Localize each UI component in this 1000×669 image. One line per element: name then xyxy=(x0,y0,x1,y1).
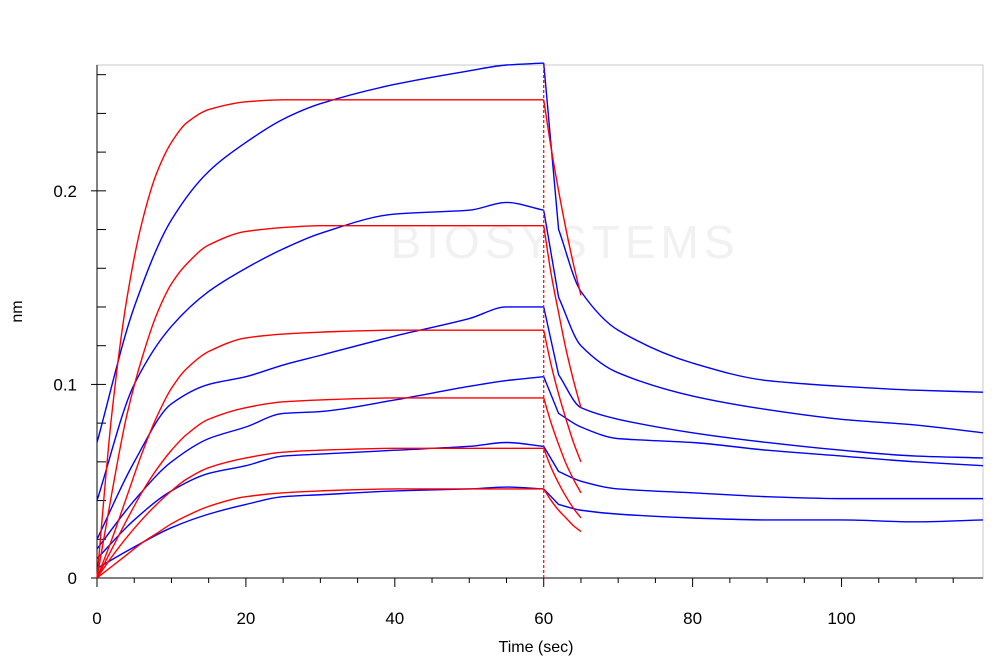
fit-curves xyxy=(96,99,582,579)
y-tick-label: 0.1 xyxy=(53,375,77,394)
measured-curve-dissociation xyxy=(543,376,984,467)
y-axis-ticks xyxy=(91,74,106,579)
fit-curve-dissociation xyxy=(543,448,582,519)
x-tick-label: 0 xyxy=(92,609,101,628)
fit-curve-dissociation xyxy=(543,225,582,408)
y-tick-label: 0.2 xyxy=(53,182,77,201)
fit-curve xyxy=(96,99,544,579)
x-tick-label: 100 xyxy=(827,609,855,628)
measured-curve xyxy=(96,62,544,443)
x-tick-label: 20 xyxy=(236,609,255,628)
fit-curve xyxy=(96,447,544,579)
y-axis-title: nm xyxy=(9,300,26,322)
y-axis-tick-labels: 0 0.1 0.2 xyxy=(53,182,77,588)
fit-curve xyxy=(96,224,544,579)
measured-curve xyxy=(96,201,544,501)
x-tick-label: 80 xyxy=(683,609,702,628)
fit-curve xyxy=(96,329,544,579)
x-axis-title: Time (sec) xyxy=(499,639,574,656)
fit-curve-dissociation xyxy=(543,488,582,533)
fit-curve xyxy=(96,488,544,579)
measured-curve-dissociation xyxy=(543,488,984,523)
measured-curve-dissociation xyxy=(543,210,984,434)
measured-curve-dissociation xyxy=(543,63,984,393)
measured-curve xyxy=(96,306,544,540)
x-tick-label: 60 xyxy=(534,609,553,628)
x-tick-label: 40 xyxy=(385,609,404,628)
fit-curve-dissociation xyxy=(543,330,582,463)
fit-curve-dissociation xyxy=(543,397,582,494)
fit-curve xyxy=(96,397,544,579)
measured-curve xyxy=(96,441,544,560)
y-tick-label: 0 xyxy=(68,569,77,588)
measured-curve-dissociation xyxy=(543,446,983,500)
x-axis-ticks xyxy=(96,578,954,587)
measured-curve xyxy=(96,375,544,550)
fit-curve-dissociation xyxy=(543,99,582,296)
x-axis-tick-labels: 0 20 40 60 80 100 xyxy=(92,609,855,628)
measured-curve-dissociation xyxy=(543,306,984,459)
